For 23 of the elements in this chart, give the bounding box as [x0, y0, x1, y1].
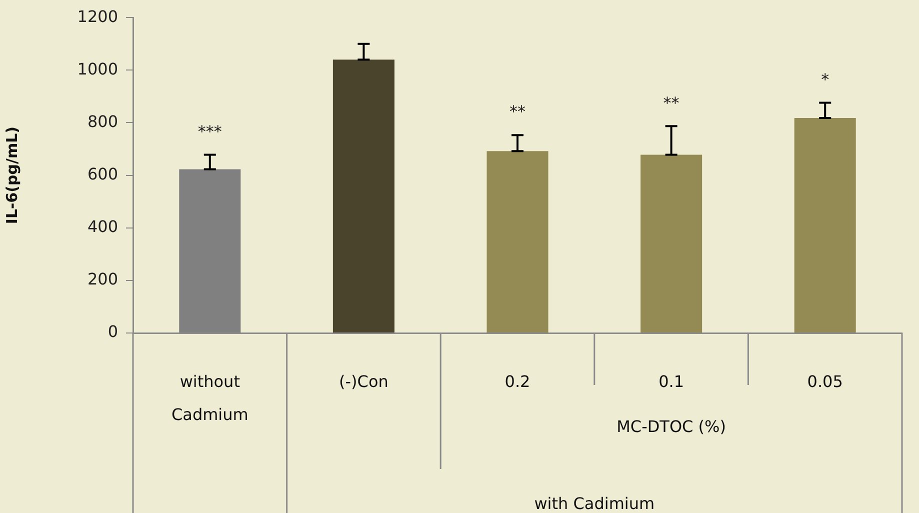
annotation: ** [510, 102, 526, 122]
x-tick-label: 0.2 [504, 372, 530, 392]
bar [486, 151, 548, 332]
x-tick-label: without Cadmium [171, 372, 248, 424]
x-tick-label: (-)Con [339, 372, 388, 392]
bar [640, 154, 702, 332]
x-tick-label: 0.1 [658, 372, 684, 392]
bar [332, 60, 394, 332]
y-tick-label: 800 [87, 112, 118, 131]
annotation: * [821, 70, 830, 89]
annotation: ** [663, 93, 680, 112]
annotation: *** [198, 122, 222, 141]
y-tick-label: 400 [87, 217, 118, 236]
bar [794, 118, 856, 332]
y-tick-label: 0 [108, 322, 118, 342]
y-tick-label: 1000 [77, 59, 118, 78]
x-tick-label: 0.05 [807, 372, 843, 392]
y-tick-label: 1200 [77, 6, 118, 26]
text: MC-DTOC (%) [616, 417, 726, 436]
y-tick-label: 200 [87, 270, 118, 289]
y-tick-label: 600 [87, 164, 118, 184]
y-axis-title: IL-6(pg/mL) [2, 126, 21, 224]
text: with Cadimium [534, 494, 655, 513]
